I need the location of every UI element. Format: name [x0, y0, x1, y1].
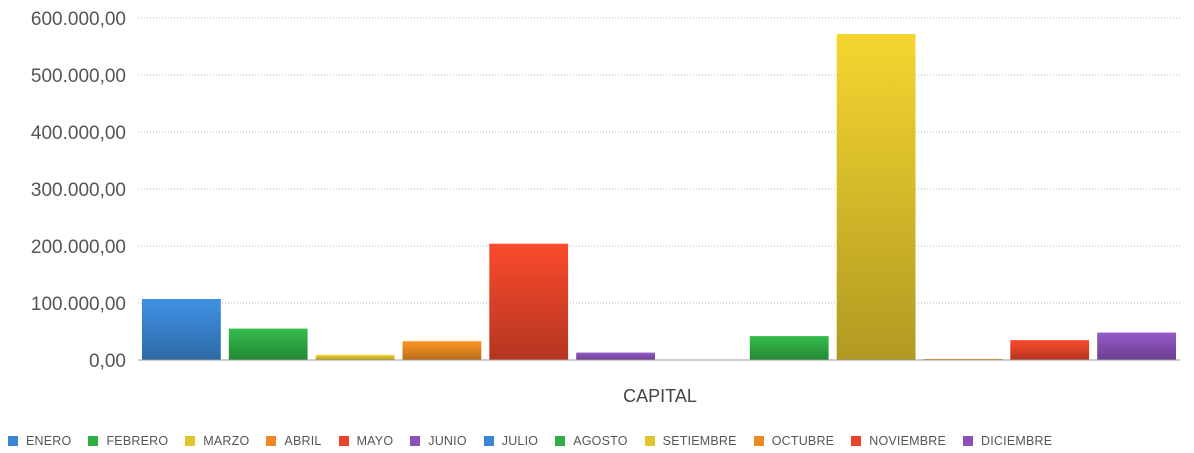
legend-swatch	[410, 436, 421, 446]
legend-item: FEBRERO	[88, 434, 168, 448]
legend-swatch	[8, 436, 18, 446]
y-tick-label: 200.000,00	[31, 237, 126, 258]
bar-febrero	[228, 328, 308, 360]
y-tick-label: 0,00	[89, 351, 126, 372]
legend-item: DICIEMBRE	[963, 434, 1052, 448]
legend-item: MARZO	[185, 434, 249, 448]
y-axis-ticks: 0,00 100.000,00 200.000,00 300.000,00 400.00…	[31, 9, 126, 372]
legend-item: JUNIO	[410, 434, 467, 448]
bar-diciembre	[1097, 332, 1176, 360]
legend-item: NOVIEMBRE	[851, 434, 946, 448]
bar-marzo	[315, 354, 395, 360]
legend-item: SETIEMBRE	[644, 434, 737, 448]
bars	[142, 34, 1176, 360]
y-tick-label: 500.000,00	[31, 66, 126, 87]
legend-swatch	[483, 436, 494, 446]
legend-item: ENERO	[8, 434, 71, 448]
legend-label: AGOSTO	[573, 434, 628, 448]
y-tick-label: 100.000,00	[31, 294, 126, 315]
legend-item: AGOSTO	[555, 434, 627, 448]
legend-label: NOVIEMBRE	[869, 434, 947, 448]
legend-swatch	[963, 436, 974, 446]
legend-label: MARZO	[203, 434, 250, 448]
bar-chart: 0,00 100.000,00 200.000,00 300.000,00 400.00…	[31, 9, 1180, 406]
legend-item: ABRIL	[266, 434, 321, 448]
bar-noviembre	[1010, 340, 1090, 360]
bar-junio	[576, 352, 655, 360]
legend-label: JUNIO	[428, 434, 467, 448]
legend-label: ENERO	[26, 434, 72, 448]
legend-swatch	[266, 436, 277, 446]
bar-octubre	[923, 358, 1003, 360]
legend-item: JULIO	[483, 434, 539, 448]
bar-mayo	[489, 243, 569, 360]
legend-label: FEBRERO	[106, 434, 169, 448]
grid-lines	[138, 17, 1180, 304]
legend-swatch	[185, 436, 196, 446]
bar-agosto	[749, 336, 829, 360]
y-tick-label: 300.000,00	[31, 180, 126, 201]
legend-label: ABRIL	[284, 434, 322, 448]
legend-swatch	[644, 436, 655, 446]
legend: ENERO FEBRERO MARZO ABRIL MAYO JUNIO JULIO AGOS…	[8, 432, 1069, 450]
y-tick-label: 400.000,00	[31, 123, 126, 144]
bar-abril	[402, 341, 482, 360]
legend-item: OCTUBRE	[753, 434, 835, 448]
legend-swatch	[753, 436, 764, 446]
legend-label: OCTUBRE	[771, 434, 835, 448]
legend-swatch	[555, 436, 566, 446]
legend-swatch	[88, 436, 99, 446]
legend-label: SETIEMBRE	[662, 434, 737, 448]
x-axis-label: CAPITAL	[623, 386, 697, 406]
legend-swatch	[851, 436, 862, 446]
y-tick-label: 600.000,00	[31, 9, 126, 30]
legend-label: DICIEMBRE	[981, 434, 1053, 448]
legend-label: JULIO	[501, 434, 539, 448]
bar-setiembre	[836, 34, 916, 360]
legend-swatch	[338, 436, 349, 446]
legend-label: MAYO	[356, 434, 394, 448]
legend-item: MAYO	[338, 434, 394, 448]
bar-enero	[142, 299, 221, 360]
